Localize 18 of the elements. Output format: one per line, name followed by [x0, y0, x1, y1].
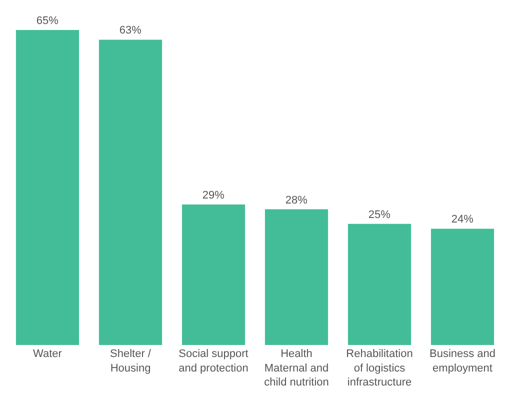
x-tick-label: Business and employment: [429, 348, 496, 374]
bar: [430, 228, 494, 345]
data-label: 63%: [119, 24, 142, 37]
x-tick-label: Shelter / Housing: [110, 348, 152, 374]
data-label: 25%: [368, 208, 391, 221]
data-label: 65%: [36, 15, 59, 27]
x-tick-label: Health Maternal and child nutrition: [264, 348, 329, 389]
x-tick-label: Water: [33, 348, 62, 360]
bar: [182, 204, 246, 345]
data-label: 24%: [451, 214, 474, 226]
bar: [348, 224, 412, 345]
x-tick-label: Rehabilitation of logistics infrastructure: [346, 348, 413, 389]
x-tick-label: Social support and protection: [178, 348, 248, 374]
bar: [16, 30, 80, 345]
data-label: 29%: [202, 189, 225, 202]
data-label: 28%: [285, 194, 308, 206]
bar: [264, 209, 328, 345]
bar: [98, 40, 162, 345]
